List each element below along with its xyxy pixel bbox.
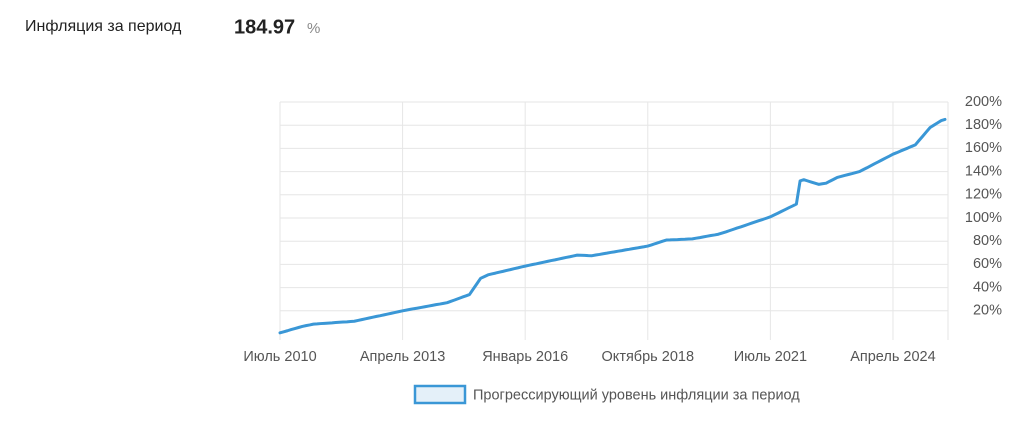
x-tick-label: Июль 2010 <box>243 349 316 365</box>
y-tick-label: 100% <box>965 210 1002 226</box>
y-tick-label: 180% <box>965 117 1002 133</box>
y-tick-label: 40% <box>973 279 1002 295</box>
y-tick-label: 160% <box>965 140 1002 156</box>
header-value: 184.97 <box>234 16 295 38</box>
header-unit: % <box>307 20 320 37</box>
y-tick-label: 200% <box>965 94 1002 110</box>
x-tick-label: Январь 2016 <box>482 349 568 365</box>
x-tick-label: Июль 2021 <box>734 349 807 365</box>
data-line <box>278 117 947 335</box>
y-tick-label: 60% <box>973 256 1002 272</box>
legend-label: Прогрессирующий уровень инфляции за пери… <box>473 387 800 403</box>
x-tick-label: Апрель 2024 <box>850 349 935 365</box>
legend-swatch <box>413 384 467 405</box>
y-tick-label: 140% <box>965 163 1002 179</box>
y-tick-label: 80% <box>973 233 1002 249</box>
x-tick-label: Апрель 2013 <box>360 349 445 365</box>
header-title: Инфляция за период <box>25 18 182 35</box>
x-tick-label: Октябрь 2018 <box>602 349 695 365</box>
y-tick-label: 20% <box>973 303 1002 319</box>
y-tick-label: 120% <box>965 187 1002 203</box>
